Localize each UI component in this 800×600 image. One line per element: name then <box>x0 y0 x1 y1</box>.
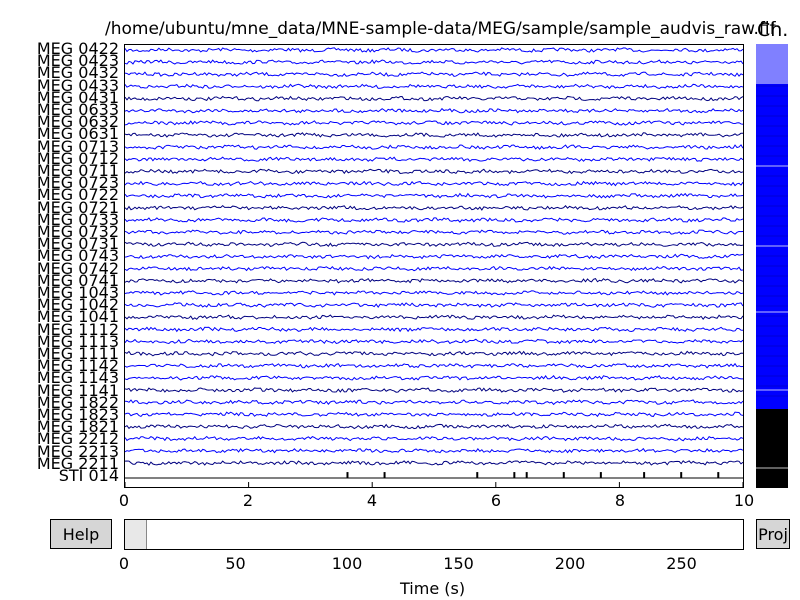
channel-trace[interactable] <box>125 156 743 162</box>
time-tick-label: 200 <box>554 554 586 573</box>
channel-label[interactable]: MEG 0632 <box>36 112 119 132</box>
time-tick-label: 50 <box>225 554 246 573</box>
time-window-handle[interactable] <box>125 520 148 549</box>
x-tick-label: 0 <box>118 491 130 510</box>
channel-labels: MEG 0422 MEG 0423 MEG 0432 MEG 0433 MEG 0431… <box>0 39 121 488</box>
channel-label[interactable]: MEG 1141 <box>36 380 119 400</box>
proj-button[interactable]: Proj <box>756 519 790 549</box>
channel-label[interactable]: MEG 0422 <box>36 39 119 58</box>
channel-block[interactable] <box>756 44 788 84</box>
channel-trace[interactable] <box>125 290 743 296</box>
time-tick-label: 150 <box>443 554 474 573</box>
channel-label[interactable]: MEG 1143 <box>36 368 119 388</box>
channel-label[interactable]: MEG 0741 <box>36 270 119 290</box>
channel-label[interactable]: MEG 1041 <box>36 307 119 327</box>
channel-label[interactable]: MEG 1142 <box>36 356 119 376</box>
channel-label[interactable]: MEG 0732 <box>36 222 119 241</box>
channel-label[interactable]: MEG 0721 <box>36 197 119 217</box>
channel-trace[interactable] <box>125 411 743 418</box>
channel-label[interactable]: MEG 1822 <box>36 392 119 412</box>
time-tick-label: 0 <box>118 554 130 573</box>
channel-label[interactable]: MEG 2212 <box>36 429 119 449</box>
channel-label[interactable]: MEG 0733 <box>36 209 119 229</box>
channel-block[interactable] <box>756 204 788 324</box>
channel-trace[interactable] <box>125 168 743 175</box>
channel-trace[interactable] <box>125 302 743 308</box>
channel-trace[interactable] <box>125 435 743 442</box>
file-path-title: /home/ubuntu/mne_data/MNE-sample-data/ME… <box>105 19 776 39</box>
channel-trace[interactable] <box>125 277 743 284</box>
channel-trace[interactable] <box>125 362 743 369</box>
channel-label[interactable]: MEG 0432 <box>36 63 119 83</box>
channel-trace[interactable] <box>125 180 743 187</box>
channel-trace[interactable] <box>125 350 743 357</box>
time-tick-label: 250 <box>666 554 697 573</box>
channel-trace[interactable] <box>125 83 743 90</box>
channel-label[interactable]: MEG 0631 <box>36 124 119 144</box>
channel-label[interactable]: MEG 2211 <box>36 453 119 473</box>
channel-label[interactable]: MEG 0743 <box>36 246 119 266</box>
channel-trace[interactable] <box>125 217 743 223</box>
x-tick-label: 4 <box>366 491 378 510</box>
channel-label[interactable]: MEG 1042 <box>36 295 119 315</box>
channel-label[interactable]: MEG 0633 <box>36 100 119 119</box>
time-scrollbar[interactable] <box>124 519 744 550</box>
channel-trace[interactable] <box>125 423 743 430</box>
x-tick-label: 10 <box>733 491 755 510</box>
x-tick-label: 8 <box>614 491 626 510</box>
channel-trace[interactable] <box>125 59 743 65</box>
channel-label[interactable]: MEG 0742 <box>36 258 119 278</box>
channel-label[interactable]: MEG 2213 <box>36 441 119 461</box>
channel-label[interactable]: MEG 1043 <box>36 283 119 302</box>
channel-trace[interactable] <box>125 447 743 454</box>
channel-trace[interactable] <box>125 144 743 151</box>
channel-label[interactable]: MEG 0712 <box>36 148 119 168</box>
channel-label[interactable]: MEG 1113 <box>36 331 119 351</box>
channel-label[interactable]: MEG 0431 <box>36 87 119 107</box>
channel-label[interactable]: MEG 0723 <box>36 173 119 193</box>
channel-trace[interactable] <box>125 338 743 345</box>
channel-trace[interactable] <box>125 132 743 138</box>
channel-trace[interactable] <box>125 253 743 260</box>
time-axis-label: Time (s) <box>400 579 466 598</box>
help-button[interactable]: Help <box>50 519 112 549</box>
channel-label[interactable]: MEG 1821 <box>36 417 119 437</box>
channel-scrollbar[interactable] <box>756 44 788 488</box>
channel-label[interactable]: MEG 1111 <box>36 344 119 363</box>
channel-label[interactable]: STI 014 <box>58 466 119 485</box>
channel-block[interactable] <box>756 409 788 488</box>
channel-label[interactable]: MEG 0722 <box>36 185 119 205</box>
channel-trace[interactable] <box>125 387 743 393</box>
channel-block[interactable] <box>756 324 788 409</box>
channel-label[interactable]: MEG 0711 <box>36 161 119 180</box>
raw-data-plot[interactable] <box>124 44 744 488</box>
channel-label[interactable]: MEG 1112 <box>36 319 119 339</box>
channel-trace[interactable] <box>125 326 743 333</box>
channel-trace[interactable] <box>125 375 743 381</box>
channel-trace[interactable] <box>125 192 743 199</box>
channel-trace[interactable] <box>125 205 743 211</box>
channel-trace[interactable] <box>125 47 743 53</box>
channel-trace[interactable] <box>125 71 743 77</box>
time-tick-label: 100 <box>331 554 363 573</box>
channel-block[interactable] <box>756 84 788 204</box>
channel-trace[interactable] <box>125 399 743 406</box>
channel-label[interactable]: MEG 0423 <box>36 51 119 71</box>
channel-trace[interactable] <box>125 241 743 248</box>
channel-trace[interactable] <box>125 229 743 235</box>
channel-trace[interactable] <box>125 265 743 272</box>
channel-trace[interactable] <box>125 460 743 466</box>
channel-trace[interactable] <box>125 314 743 320</box>
channel-trace[interactable] <box>125 95 743 102</box>
channel-trace[interactable] <box>125 120 743 126</box>
channel-trace[interactable] <box>125 107 743 114</box>
channels-scrollbar-title: Ch. <box>757 19 789 41</box>
channel-label[interactable]: MEG 1823 <box>36 405 119 424</box>
channel-label[interactable]: MEG 0433 <box>36 75 119 95</box>
channel-label[interactable]: MEG 0713 <box>36 136 119 156</box>
x-tick-label: 6 <box>490 491 502 510</box>
channel-label[interactable]: MEG 0731 <box>36 234 119 254</box>
x-tick-label: 2 <box>242 491 254 510</box>
